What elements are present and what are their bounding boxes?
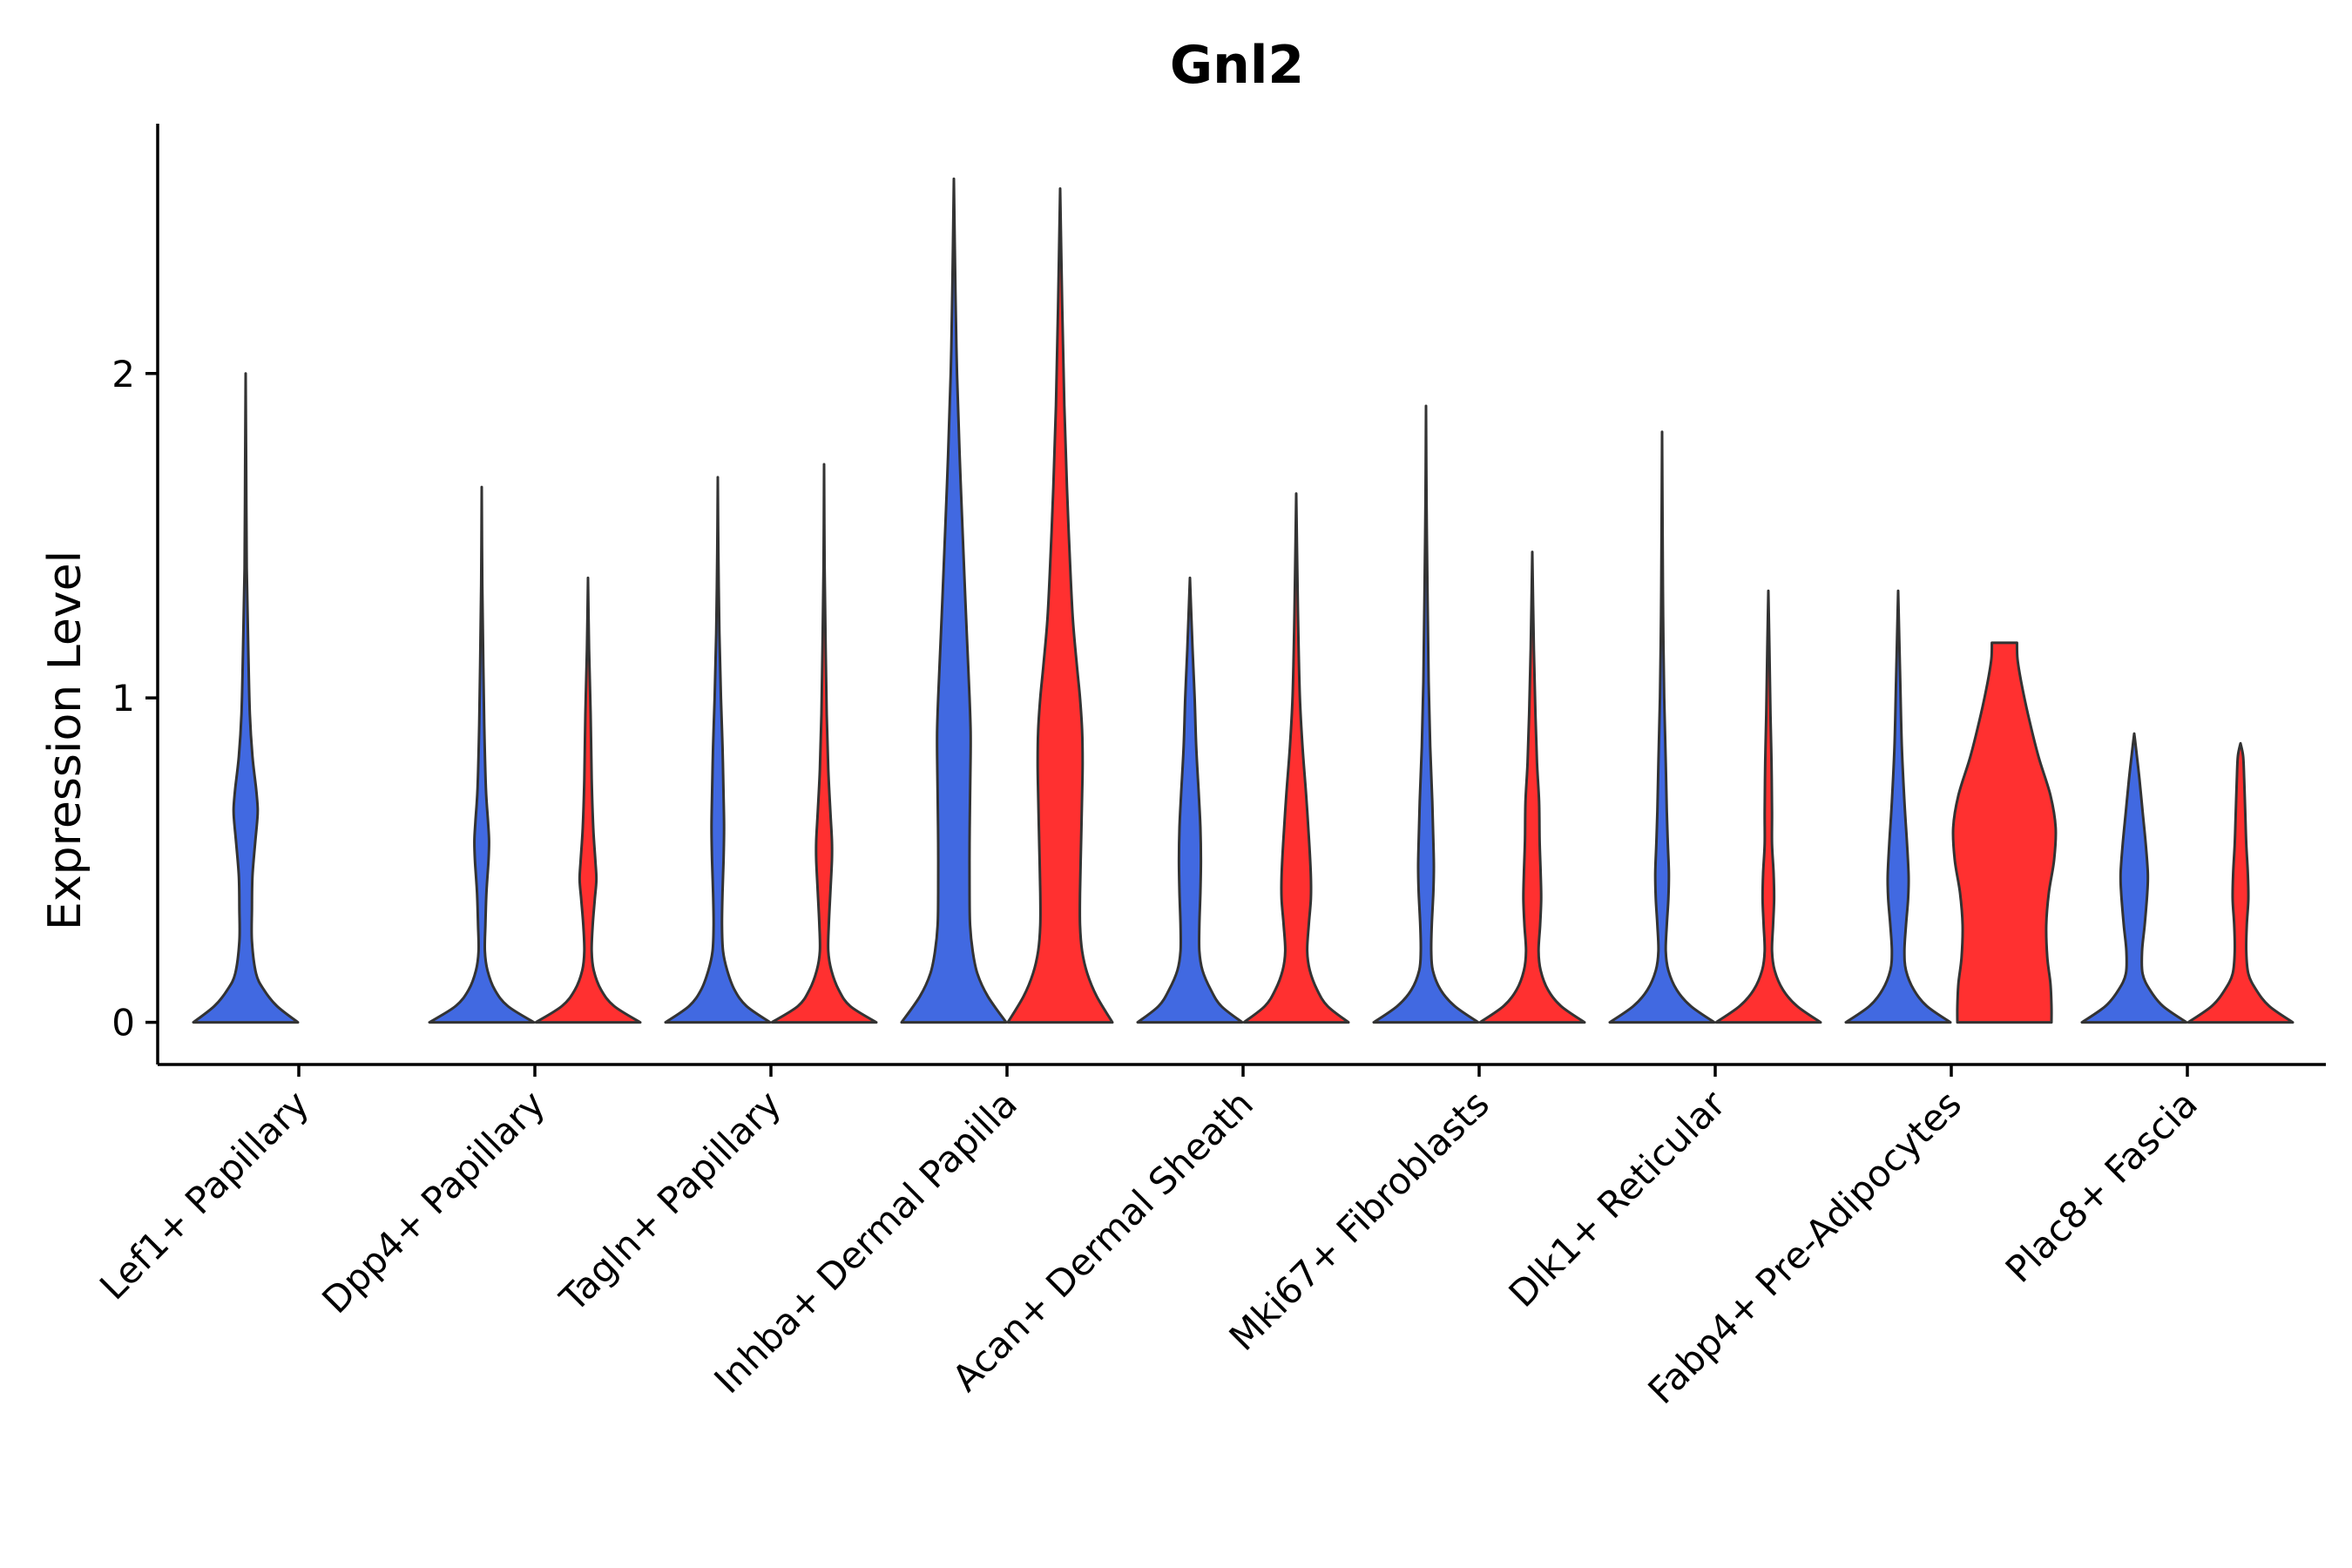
violin-group1-dlk1-reticular bbox=[1608, 430, 1716, 1024]
violin-group2-fabp4-pre-adipocytes bbox=[1951, 641, 2058, 1024]
violin-group1-acan-dermal-sheath bbox=[1136, 576, 1244, 1024]
violin-group2-plac8-fascia bbox=[2186, 741, 2295, 1024]
violin-group1-inhba-dermal-papilla bbox=[900, 177, 1008, 1024]
y-tick-label: 2 bbox=[112, 353, 135, 395]
x-tick-label: Tagln+ Papillary bbox=[551, 1082, 789, 1320]
x-tick-label: Lef1+ Papillary bbox=[91, 1082, 317, 1308]
y-tick-label: 0 bbox=[112, 1002, 135, 1044]
x-tick-label: Dpp4+ Papillary bbox=[314, 1082, 553, 1321]
violin-group1-mki67-fibroblasts bbox=[1372, 404, 1480, 1024]
violin-group2-tagln-papillary bbox=[770, 463, 878, 1024]
y-tick-label: 1 bbox=[112, 677, 135, 720]
y-ticks: 0 1 2 bbox=[112, 353, 158, 1044]
violin-group1-dpp4-papillary bbox=[428, 485, 536, 1024]
violin-group2-inhba-dermal-papilla bbox=[1006, 187, 1114, 1024]
y-axis-label: Expression Level bbox=[39, 551, 91, 930]
x-tick-label: Dlk1+ Reticular bbox=[1501, 1082, 1734, 1315]
violin-group1-tagln-papillary bbox=[664, 476, 772, 1024]
violin-group2-dlk1-reticular bbox=[1714, 589, 1822, 1024]
violin-group2-mki67-fibroblasts bbox=[1478, 551, 1586, 1024]
violin-group1-lef1-papillary bbox=[192, 372, 300, 1024]
x-tick-label: Mki67+ Fibroblasts bbox=[1221, 1082, 1497, 1358]
violin-group2-acan-dermal-sheath bbox=[1242, 492, 1350, 1024]
x-tick-label: Plac8+ Fascia bbox=[1997, 1082, 2206, 1290]
violin-group1-plac8-fascia bbox=[2080, 732, 2188, 1024]
violins-group bbox=[192, 177, 2295, 1024]
violin-group2-dpp4-papillary bbox=[534, 576, 642, 1024]
violin-group1-fabp4-pre-adipocytes bbox=[1844, 589, 1952, 1024]
chart-title: Gnl2 bbox=[1170, 35, 1304, 96]
